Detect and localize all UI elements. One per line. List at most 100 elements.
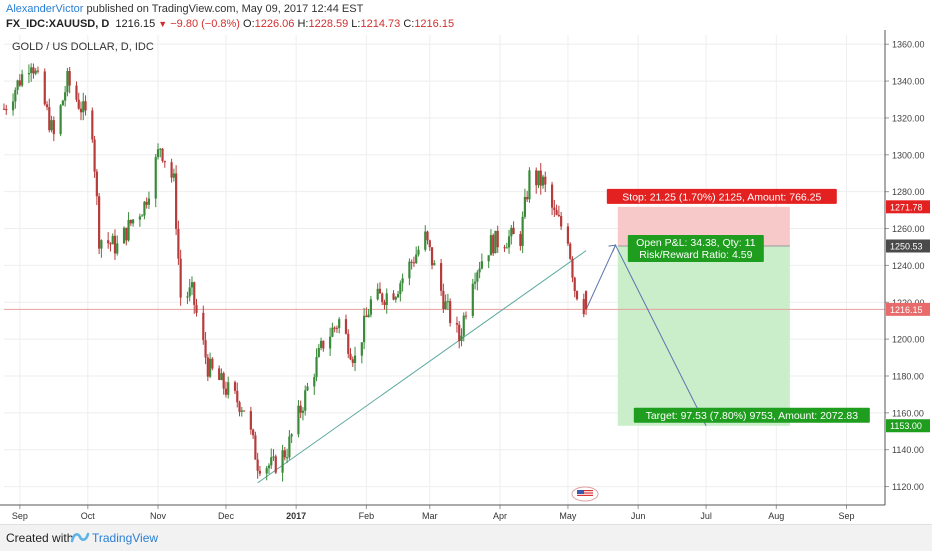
candle-body [154, 157, 157, 199]
y-tick-label: 1160.00 [892, 408, 924, 418]
candle-body [417, 249, 420, 255]
candle-body [381, 293, 384, 303]
candle-body [195, 304, 198, 313]
candle-body [582, 299, 585, 315]
candle-body [113, 235, 117, 254]
candle-body [496, 230, 499, 248]
x-tick-label: Mar [422, 511, 438, 521]
candle-body [319, 340, 323, 348]
price-tag-last-text: 1216.15 [890, 305, 923, 315]
candle-body [179, 258, 182, 298]
candle-body [220, 373, 223, 380]
candle-body [433, 263, 436, 266]
candle-body [478, 268, 481, 273]
candle-body [256, 459, 259, 471]
candle-body [100, 240, 103, 249]
price-chart[interactable]: Stop: 21.25 (1.70%) 2125, Amount: 766.25… [0, 0, 932, 524]
candle-body [249, 411, 252, 430]
candle-body [218, 368, 221, 380]
candle-body [566, 226, 570, 244]
candle-body [575, 291, 579, 300]
forecast-arrowhead [608, 244, 617, 253]
candle-body [84, 101, 87, 111]
price-tag-entry-text: 1250.53 [890, 241, 923, 251]
y-tick-label: 1280.00 [892, 187, 925, 197]
tradingview-logo-icon [70, 532, 90, 543]
candle-body [233, 382, 237, 391]
candle-body [34, 70, 37, 74]
candle-body [335, 327, 339, 329]
candle-body [32, 67, 35, 74]
candle-body [510, 227, 513, 237]
candle-body [426, 231, 429, 241]
candle-body [464, 315, 468, 317]
candle-body [584, 291, 588, 310]
candle-body [43, 71, 46, 105]
price-tag-stop-text: 1271.78 [890, 202, 923, 212]
candle-body [64, 92, 67, 101]
candle-body [401, 278, 404, 284]
x-tick-label: Dec [218, 511, 235, 521]
candle-body [272, 456, 275, 458]
x-tick-label: May [559, 511, 577, 521]
high-value: 1228.59 [308, 18, 349, 30]
price-axis: 1120.00 1140.00 1160.00 1180.00 1200.00 1220.… [884, 30, 930, 505]
candle-body [539, 170, 542, 186]
candle-body [519, 234, 522, 246]
candle-body [177, 228, 180, 259]
candle-body [285, 457, 289, 459]
y-tick-label: 1260.00 [892, 224, 925, 234]
stop-label-bg [606, 188, 837, 204]
candle-body [313, 377, 316, 387]
candle-body [528, 170, 531, 200]
x-tick-label: Aug [768, 511, 784, 521]
candle-body [161, 148, 164, 161]
candle-body [2, 108, 6, 110]
candle-body [190, 282, 194, 288]
y-tick-label: 1140.00 [892, 445, 924, 455]
candle-body [27, 73, 31, 75]
candle-body [304, 390, 307, 411]
candle-body [573, 277, 576, 292]
low-label: L: [351, 18, 361, 30]
candle-body [360, 342, 363, 356]
candle-body [129, 219, 132, 224]
symbol-info: FX_IDC:XAUUSD, D 1216.15 ▼ −9.80 (−0.8%)… [6, 18, 454, 30]
candle-body [408, 261, 411, 279]
candle-body [557, 214, 560, 217]
target-zone [617, 245, 790, 426]
candle-body [98, 196, 101, 249]
candle-body [544, 176, 547, 185]
y-tick-label: 1300.00 [892, 150, 925, 160]
author-link[interactable]: AlexanderVictor [6, 3, 84, 15]
drawing-lines [4, 243, 885, 484]
candles [2, 63, 588, 482]
candle-body [344, 319, 348, 334]
high-label: H: [297, 18, 309, 30]
candle-body [560, 216, 563, 227]
time-axis: Sep Oct Nov Dec 2017 Feb Mar Apr May Jun Jul Aug Sep [0, 504, 885, 521]
footer: Created with TradingView [0, 524, 932, 551]
candle-body [283, 450, 286, 458]
candle-body [77, 99, 80, 109]
candle-body [297, 405, 300, 435]
tradingview-brand-link[interactable]: TradingView [92, 531, 159, 545]
candle-body [369, 299, 372, 315]
price-tag-target [886, 419, 930, 433]
candle-body [188, 287, 191, 297]
candle-body [170, 162, 173, 178]
target-label: Target: 97.53 (7.80%) 9753, Amount: 2072… [633, 407, 870, 423]
price-change: −9.80 (−0.8%) [170, 18, 240, 30]
candle-body [444, 301, 447, 310]
us-flag-icon [571, 486, 599, 502]
stop-label-text: Stop: 21.25 (1.70%) 2125, Amount: 766.25 [622, 191, 821, 203]
candle-body [143, 201, 146, 216]
candle-body [553, 207, 556, 211]
candle-body [66, 71, 69, 93]
candle-body [224, 388, 228, 395]
candle-body [317, 347, 320, 357]
candle-body [288, 436, 291, 458]
candle-body [125, 227, 128, 241]
last-price: 1216.15 [115, 18, 156, 30]
candle-body [50, 120, 53, 131]
